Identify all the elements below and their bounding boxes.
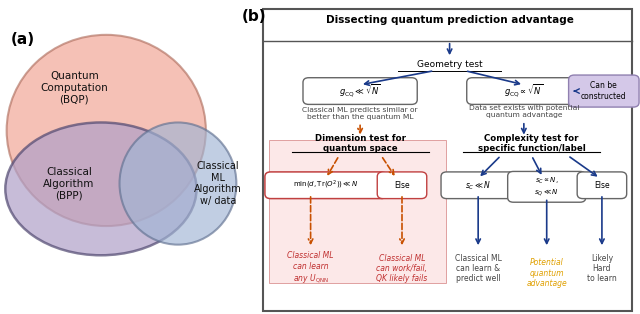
- Text: $\min(d, \mathrm{Tr}(O^2)) \ll N$: $\min(d, \mathrm{Tr}(O^2)) \ll N$: [293, 179, 358, 192]
- Text: Classical ML
can learn &
predict well: Classical ML can learn & predict well: [455, 254, 502, 283]
- Text: Dimension test for
quantum space: Dimension test for quantum space: [315, 134, 406, 153]
- Text: Potential
quantum
advantage: Potential quantum advantage: [526, 258, 567, 288]
- Text: Classical ML
can work/fail,
QK likely fails: Classical ML can work/fail, QK likely fa…: [376, 254, 428, 283]
- Ellipse shape: [6, 35, 206, 226]
- Text: Data set exists with potential
quantum advantage: Data set exists with potential quantum a…: [468, 105, 579, 118]
- Text: $g_{\mathrm{CQ}} \ll \sqrt{N}$: $g_{\mathrm{CQ}} \ll \sqrt{N}$: [339, 83, 381, 99]
- Text: Classical ML
can learn
any $U_{\mathrm{QNN}}$: Classical ML can learn any $U_{\mathrm{Q…: [287, 252, 334, 285]
- FancyBboxPatch shape: [568, 75, 639, 107]
- Text: $g_{\mathrm{CQ}} \propto \sqrt{N}$: $g_{\mathrm{CQ}} \propto \sqrt{N}$: [504, 83, 543, 99]
- FancyBboxPatch shape: [467, 78, 581, 104]
- Text: Complexity test for
specific function/label: Complexity test for specific function/la…: [477, 134, 586, 153]
- Ellipse shape: [120, 122, 236, 245]
- FancyBboxPatch shape: [377, 172, 427, 199]
- FancyBboxPatch shape: [508, 171, 586, 202]
- Text: Classical
ML
Algorithm
w/ data: Classical ML Algorithm w/ data: [194, 161, 242, 206]
- Text: Quantum
Computation
(BQP): Quantum Computation (BQP): [40, 71, 108, 105]
- FancyBboxPatch shape: [269, 140, 446, 283]
- Text: (a): (a): [11, 32, 35, 47]
- Text: Classical ML predicts similar or
better than the quantum ML: Classical ML predicts similar or better …: [302, 106, 418, 120]
- Text: Can be
constructed: Can be constructed: [581, 81, 627, 101]
- Text: (b): (b): [242, 9, 267, 24]
- FancyBboxPatch shape: [263, 9, 632, 311]
- Text: Else: Else: [394, 181, 410, 190]
- Ellipse shape: [5, 122, 196, 255]
- FancyBboxPatch shape: [441, 172, 515, 199]
- Text: Geometry test: Geometry test: [417, 60, 483, 69]
- Text: Classical
Algorithm
(BPP): Classical Algorithm (BPP): [44, 167, 95, 200]
- Text: $s_C \ll N$: $s_C \ll N$: [465, 179, 492, 192]
- Text: Likely
Hard
to learn: Likely Hard to learn: [587, 254, 617, 283]
- Text: Dissecting quantum prediction advantage: Dissecting quantum prediction advantage: [326, 15, 573, 25]
- Text: $s_C \propto N,$
$s_Q \ll N$: $s_C \propto N,$ $s_Q \ll N$: [534, 176, 559, 198]
- Text: Else: Else: [594, 181, 610, 190]
- FancyBboxPatch shape: [577, 172, 627, 199]
- FancyBboxPatch shape: [265, 172, 387, 199]
- FancyBboxPatch shape: [303, 78, 417, 104]
